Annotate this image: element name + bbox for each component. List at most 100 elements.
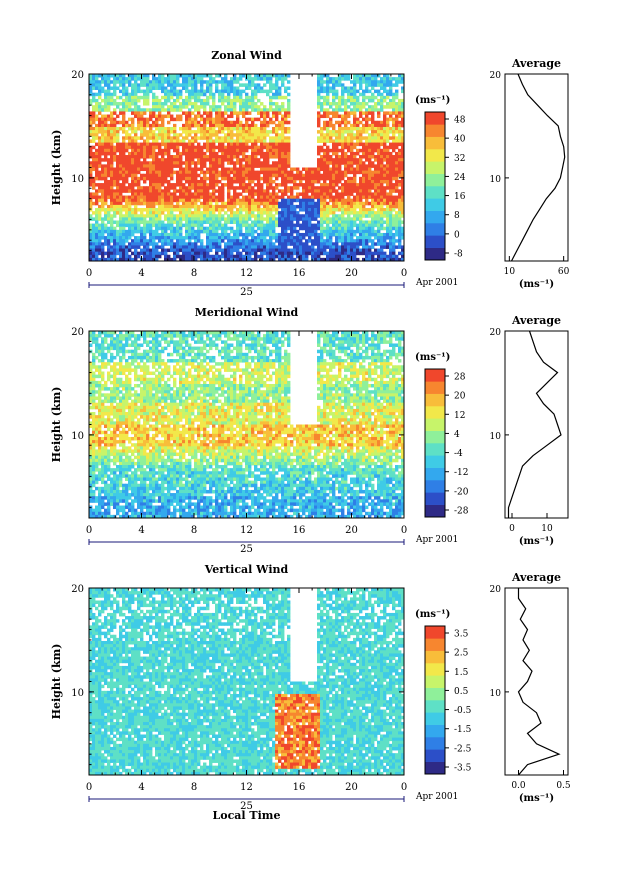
heatmap-cell (182, 186, 186, 190)
heatmap-cell (149, 173, 153, 178)
heatmap-cell (281, 245, 285, 249)
heatmap-cell (323, 98, 327, 103)
heatmap-cell (272, 254, 276, 259)
heatmap-cell (239, 211, 243, 215)
heatmap-cell (131, 120, 135, 125)
heatmap-cell (137, 170, 141, 175)
heatmap-cell (329, 232, 333, 237)
heatmap-cell (164, 89, 168, 94)
heatmap-cell (347, 111, 351, 115)
heatmap-cell (248, 164, 252, 168)
heatmap-cell (344, 192, 348, 196)
heatmap-cell (113, 139, 117, 143)
heatmap-cell (104, 217, 108, 221)
heatmap-cell (269, 108, 273, 112)
heatmap-cell (374, 183, 378, 187)
heatmap-cell (344, 167, 348, 172)
heatmap-cell (362, 155, 366, 159)
heatmap-cell (401, 148, 405, 153)
heatmap-cell (212, 242, 216, 246)
heatmap-cell (176, 217, 180, 221)
heatmap-cell (272, 136, 276, 140)
heatmap-cell (281, 108, 285, 112)
heatmap-cell (191, 170, 195, 175)
heatmap-cell (149, 208, 153, 212)
heatmap-cell (287, 170, 291, 175)
heatmap-cell (314, 211, 318, 215)
heatmap-cell (329, 217, 333, 221)
heatmap-cell (98, 170, 102, 175)
heatmap-cell (296, 229, 300, 234)
heatmap-cell (92, 98, 96, 103)
heatmap-cell (398, 183, 402, 187)
heatmap-cell (386, 192, 390, 196)
heatmap-cell (401, 151, 405, 156)
heatmap-cell (266, 179, 270, 184)
heatmap-cell (206, 145, 210, 150)
heatmap-cell (149, 133, 153, 137)
heatmap-cell (188, 126, 192, 131)
heatmap-cell (113, 167, 117, 172)
heatmap-cell (164, 195, 168, 200)
heatmap-cell (278, 251, 282, 256)
heatmap-cell (245, 98, 249, 103)
heatmap-cell (257, 211, 261, 215)
heatmap-cell (326, 108, 330, 112)
heatmap-cell (140, 136, 144, 140)
heatmap-cell (257, 232, 261, 237)
heatmap-cell (170, 257, 174, 262)
heatmap-cell (323, 251, 327, 256)
heatmap-cell (239, 161, 243, 165)
heatmap-cell (194, 211, 198, 215)
heatmap-cell (317, 74, 321, 78)
heatmap-cell (206, 155, 210, 159)
heatmap-cell (140, 130, 144, 134)
heatmap-cell (104, 179, 108, 184)
heatmap-cell (296, 248, 300, 253)
heatmap-cell (356, 186, 360, 190)
heatmap-cell (329, 130, 333, 134)
heatmap-cell (239, 98, 243, 103)
heatmap-cell (317, 80, 321, 84)
heatmap-cell (188, 257, 192, 262)
heatmap-cell (359, 204, 363, 209)
heatmap-cell (380, 189, 384, 193)
heatmap-cell (155, 211, 159, 215)
heatmap-cell (281, 155, 285, 159)
heatmap-cell (296, 245, 300, 249)
heatmap-cell (260, 211, 264, 215)
heatmap-cell (398, 204, 402, 209)
heatmap-cell (242, 167, 246, 172)
heatmap-cell (200, 130, 204, 134)
heatmap-cell (338, 251, 342, 256)
heatmap-cell (242, 179, 246, 184)
heatmap-cell (92, 86, 96, 90)
heatmap-cell (209, 226, 213, 231)
heatmap-cell (272, 245, 276, 249)
heatmap-cell (383, 86, 387, 90)
heatmap-cell (206, 189, 210, 193)
heatmap-cell (113, 158, 117, 162)
heatmap-cell (323, 242, 327, 246)
heatmap-cell (359, 111, 363, 115)
heatmap-cell (230, 105, 234, 109)
heatmap-cell (323, 155, 327, 159)
heatmap-cell (221, 201, 225, 206)
heatmap-cell (341, 161, 345, 165)
heatmap-cell (299, 254, 303, 259)
heatmap-cell (236, 226, 240, 231)
heatmap-cell (221, 214, 225, 218)
heatmap-cell (248, 245, 252, 249)
heatmap-cell (317, 211, 321, 215)
heatmap-cell (200, 98, 204, 103)
heatmap-cell (110, 158, 114, 162)
heatmap-cell (233, 239, 237, 243)
heatmap-cell (98, 248, 102, 253)
heatmap-cell (353, 201, 357, 206)
heatmap-cell (131, 211, 135, 215)
heatmap-cell (155, 198, 159, 203)
heatmap-cell (239, 232, 243, 237)
heatmap-cell (254, 126, 258, 131)
heatmap-cell (398, 232, 402, 237)
heatmap-cell (179, 114, 183, 119)
